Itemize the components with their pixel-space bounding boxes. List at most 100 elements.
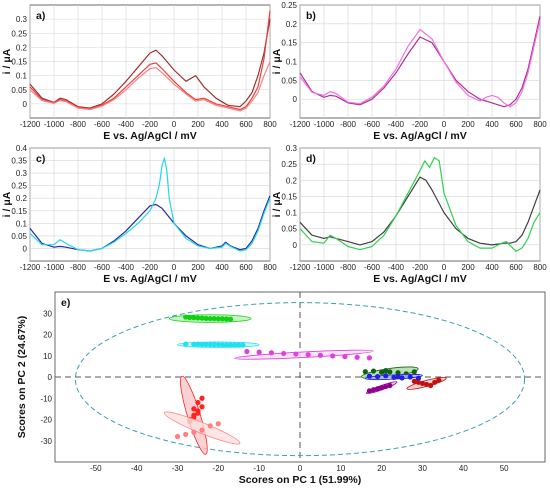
panel-c: -1200 -1000 -800 -600 -400 -200 0 200 400 600 800 0… bbox=[1, 144, 277, 285]
y-tick-label: 0.25 bbox=[281, 1, 297, 10]
series-line-2 bbox=[299, 157, 541, 252]
x-tick-label: -1200 bbox=[20, 120, 41, 129]
score-point bbox=[174, 433, 181, 440]
score-point bbox=[330, 353, 336, 359]
score-point bbox=[370, 387, 377, 393]
x-tick-label: 600 bbox=[239, 263, 253, 272]
score-point bbox=[223, 342, 230, 348]
y-tick-label: 0 bbox=[293, 241, 298, 250]
x-tick-label: -30 bbox=[172, 464, 184, 473]
y-tick-label: 0.2 bbox=[16, 43, 28, 52]
score-point bbox=[415, 379, 422, 385]
x-tick-label: -600 bbox=[364, 120, 381, 129]
series-line-1 bbox=[29, 18, 271, 109]
score-point bbox=[215, 342, 221, 348]
x-axis-label: E vs. Ag/AgCl / mV bbox=[103, 130, 197, 142]
y-tick-label: 0 bbox=[293, 95, 298, 104]
x-tick-label: -40 bbox=[131, 464, 143, 473]
score-point bbox=[191, 406, 197, 412]
panel-d: -1200 -1000 -800 -600 -400 -200 0 200 400 600 800 0… bbox=[271, 144, 547, 285]
score-point bbox=[232, 342, 238, 348]
x-tick-label: 400 bbox=[485, 120, 499, 129]
score-point bbox=[379, 369, 385, 375]
x-tick-label: 30 bbox=[418, 464, 427, 473]
x-tick-label: -200 bbox=[412, 120, 429, 129]
score-point bbox=[305, 352, 311, 358]
score-point bbox=[191, 429, 197, 435]
y-tick-label: -20 bbox=[40, 416, 52, 425]
y-tick-label: 0.15 bbox=[281, 39, 297, 48]
score-point bbox=[211, 342, 217, 348]
x-tick-label: -1200 bbox=[290, 120, 311, 129]
x-tick-label: -600 bbox=[94, 263, 111, 272]
y-tick-label: 0.1 bbox=[286, 209, 298, 218]
x-tick-label: -20 bbox=[213, 464, 225, 473]
x-tick-label: 800 bbox=[263, 120, 277, 129]
x-tick-label: 0 bbox=[442, 120, 447, 129]
score-point bbox=[411, 369, 417, 375]
panel-label: b) bbox=[306, 10, 316, 22]
x-tick-label: 0 bbox=[172, 263, 177, 272]
x-tick-label: -800 bbox=[340, 263, 357, 272]
x-tick-label: 400 bbox=[215, 120, 229, 129]
score-point bbox=[223, 316, 230, 322]
y-tick-label: 0.3 bbox=[286, 144, 298, 153]
score-point bbox=[423, 381, 430, 388]
score-point bbox=[203, 315, 209, 321]
score-point bbox=[199, 395, 205, 401]
y-tick-label: 0 bbox=[23, 100, 28, 109]
x-axis-label: E vs. Ag/AgCl / mV bbox=[373, 130, 467, 142]
x-tick-label: -200 bbox=[142, 120, 159, 129]
x-tick-label: -200 bbox=[142, 263, 159, 272]
score-point bbox=[195, 399, 201, 406]
score-point bbox=[391, 374, 397, 381]
score-point bbox=[428, 382, 434, 389]
x-axis-label: E vs. Ag/AgCl / mV bbox=[373, 273, 467, 285]
x-tick-label: -600 bbox=[364, 263, 381, 272]
x-tick-label: 600 bbox=[509, 263, 523, 272]
score-point bbox=[199, 341, 205, 348]
score-point bbox=[203, 341, 209, 348]
x-tick-label: -800 bbox=[70, 120, 87, 129]
panel-label: c) bbox=[36, 153, 45, 165]
y-tick-label: 0.15 bbox=[11, 58, 27, 67]
score-point bbox=[211, 315, 217, 322]
y-axis-label: i / μA bbox=[271, 48, 283, 74]
score-point bbox=[219, 342, 226, 348]
y-tick-label: 0.2 bbox=[286, 20, 298, 29]
score-point bbox=[362, 369, 368, 375]
y-tick-label: 0.05 bbox=[281, 225, 297, 234]
score-point bbox=[215, 421, 221, 427]
score-point bbox=[379, 385, 385, 391]
x-tick-label: -1000 bbox=[314, 120, 335, 129]
y-axis-label: i / μA bbox=[271, 191, 283, 217]
y-tick-label: 0.15 bbox=[11, 207, 27, 216]
x-tick-label: 400 bbox=[485, 263, 499, 272]
score-point bbox=[195, 408, 201, 414]
score-point bbox=[199, 427, 205, 433]
x-tick-label: -200 bbox=[412, 263, 429, 272]
x-tick-label: 40 bbox=[459, 464, 468, 473]
y-tick-label: 0.3 bbox=[16, 169, 28, 178]
y-axis-label: Scores on PC 2 (24.67%) bbox=[16, 316, 28, 439]
score-point bbox=[183, 341, 189, 347]
y-tick-label: 0.25 bbox=[11, 29, 27, 38]
y-tick-label: 0.15 bbox=[281, 192, 297, 201]
x-tick-label: -600 bbox=[94, 120, 111, 129]
panel-label: d) bbox=[306, 153, 316, 165]
score-point bbox=[383, 373, 389, 379]
x-tick-label: 800 bbox=[533, 263, 547, 272]
score-point bbox=[207, 315, 213, 322]
x-tick-label: -800 bbox=[70, 263, 87, 272]
x-tick-label: -400 bbox=[388, 120, 405, 129]
score-point bbox=[187, 314, 193, 321]
score-point bbox=[436, 377, 442, 383]
score-point bbox=[370, 368, 377, 374]
score-point bbox=[256, 349, 262, 355]
x-tick-label: 400 bbox=[215, 263, 229, 272]
x-tick-label: 800 bbox=[533, 120, 547, 129]
score-point bbox=[195, 315, 201, 321]
score-point bbox=[183, 431, 189, 437]
score-point bbox=[342, 354, 348, 360]
